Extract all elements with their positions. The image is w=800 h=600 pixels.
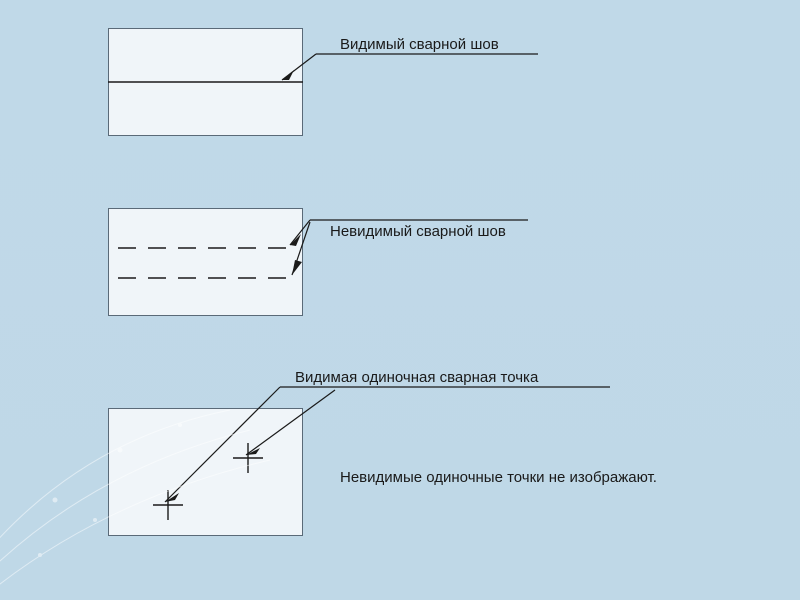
note-invisible-points: Невидимые одиночные точки не изображают. xyxy=(340,469,657,486)
diagram-container: Видимый сварной шов Невидимый сварной шо… xyxy=(0,0,800,600)
label-invisible-seam: Невидимый сварной шов xyxy=(330,223,506,240)
box-visible-seam xyxy=(108,28,303,136)
box-visible-point xyxy=(108,408,303,536)
label-visible-seam: Видимый сварной шов xyxy=(340,36,499,53)
box-invisible-seam xyxy=(108,208,303,316)
label-visible-point: Видимая одиночная сварная точка xyxy=(295,369,538,386)
